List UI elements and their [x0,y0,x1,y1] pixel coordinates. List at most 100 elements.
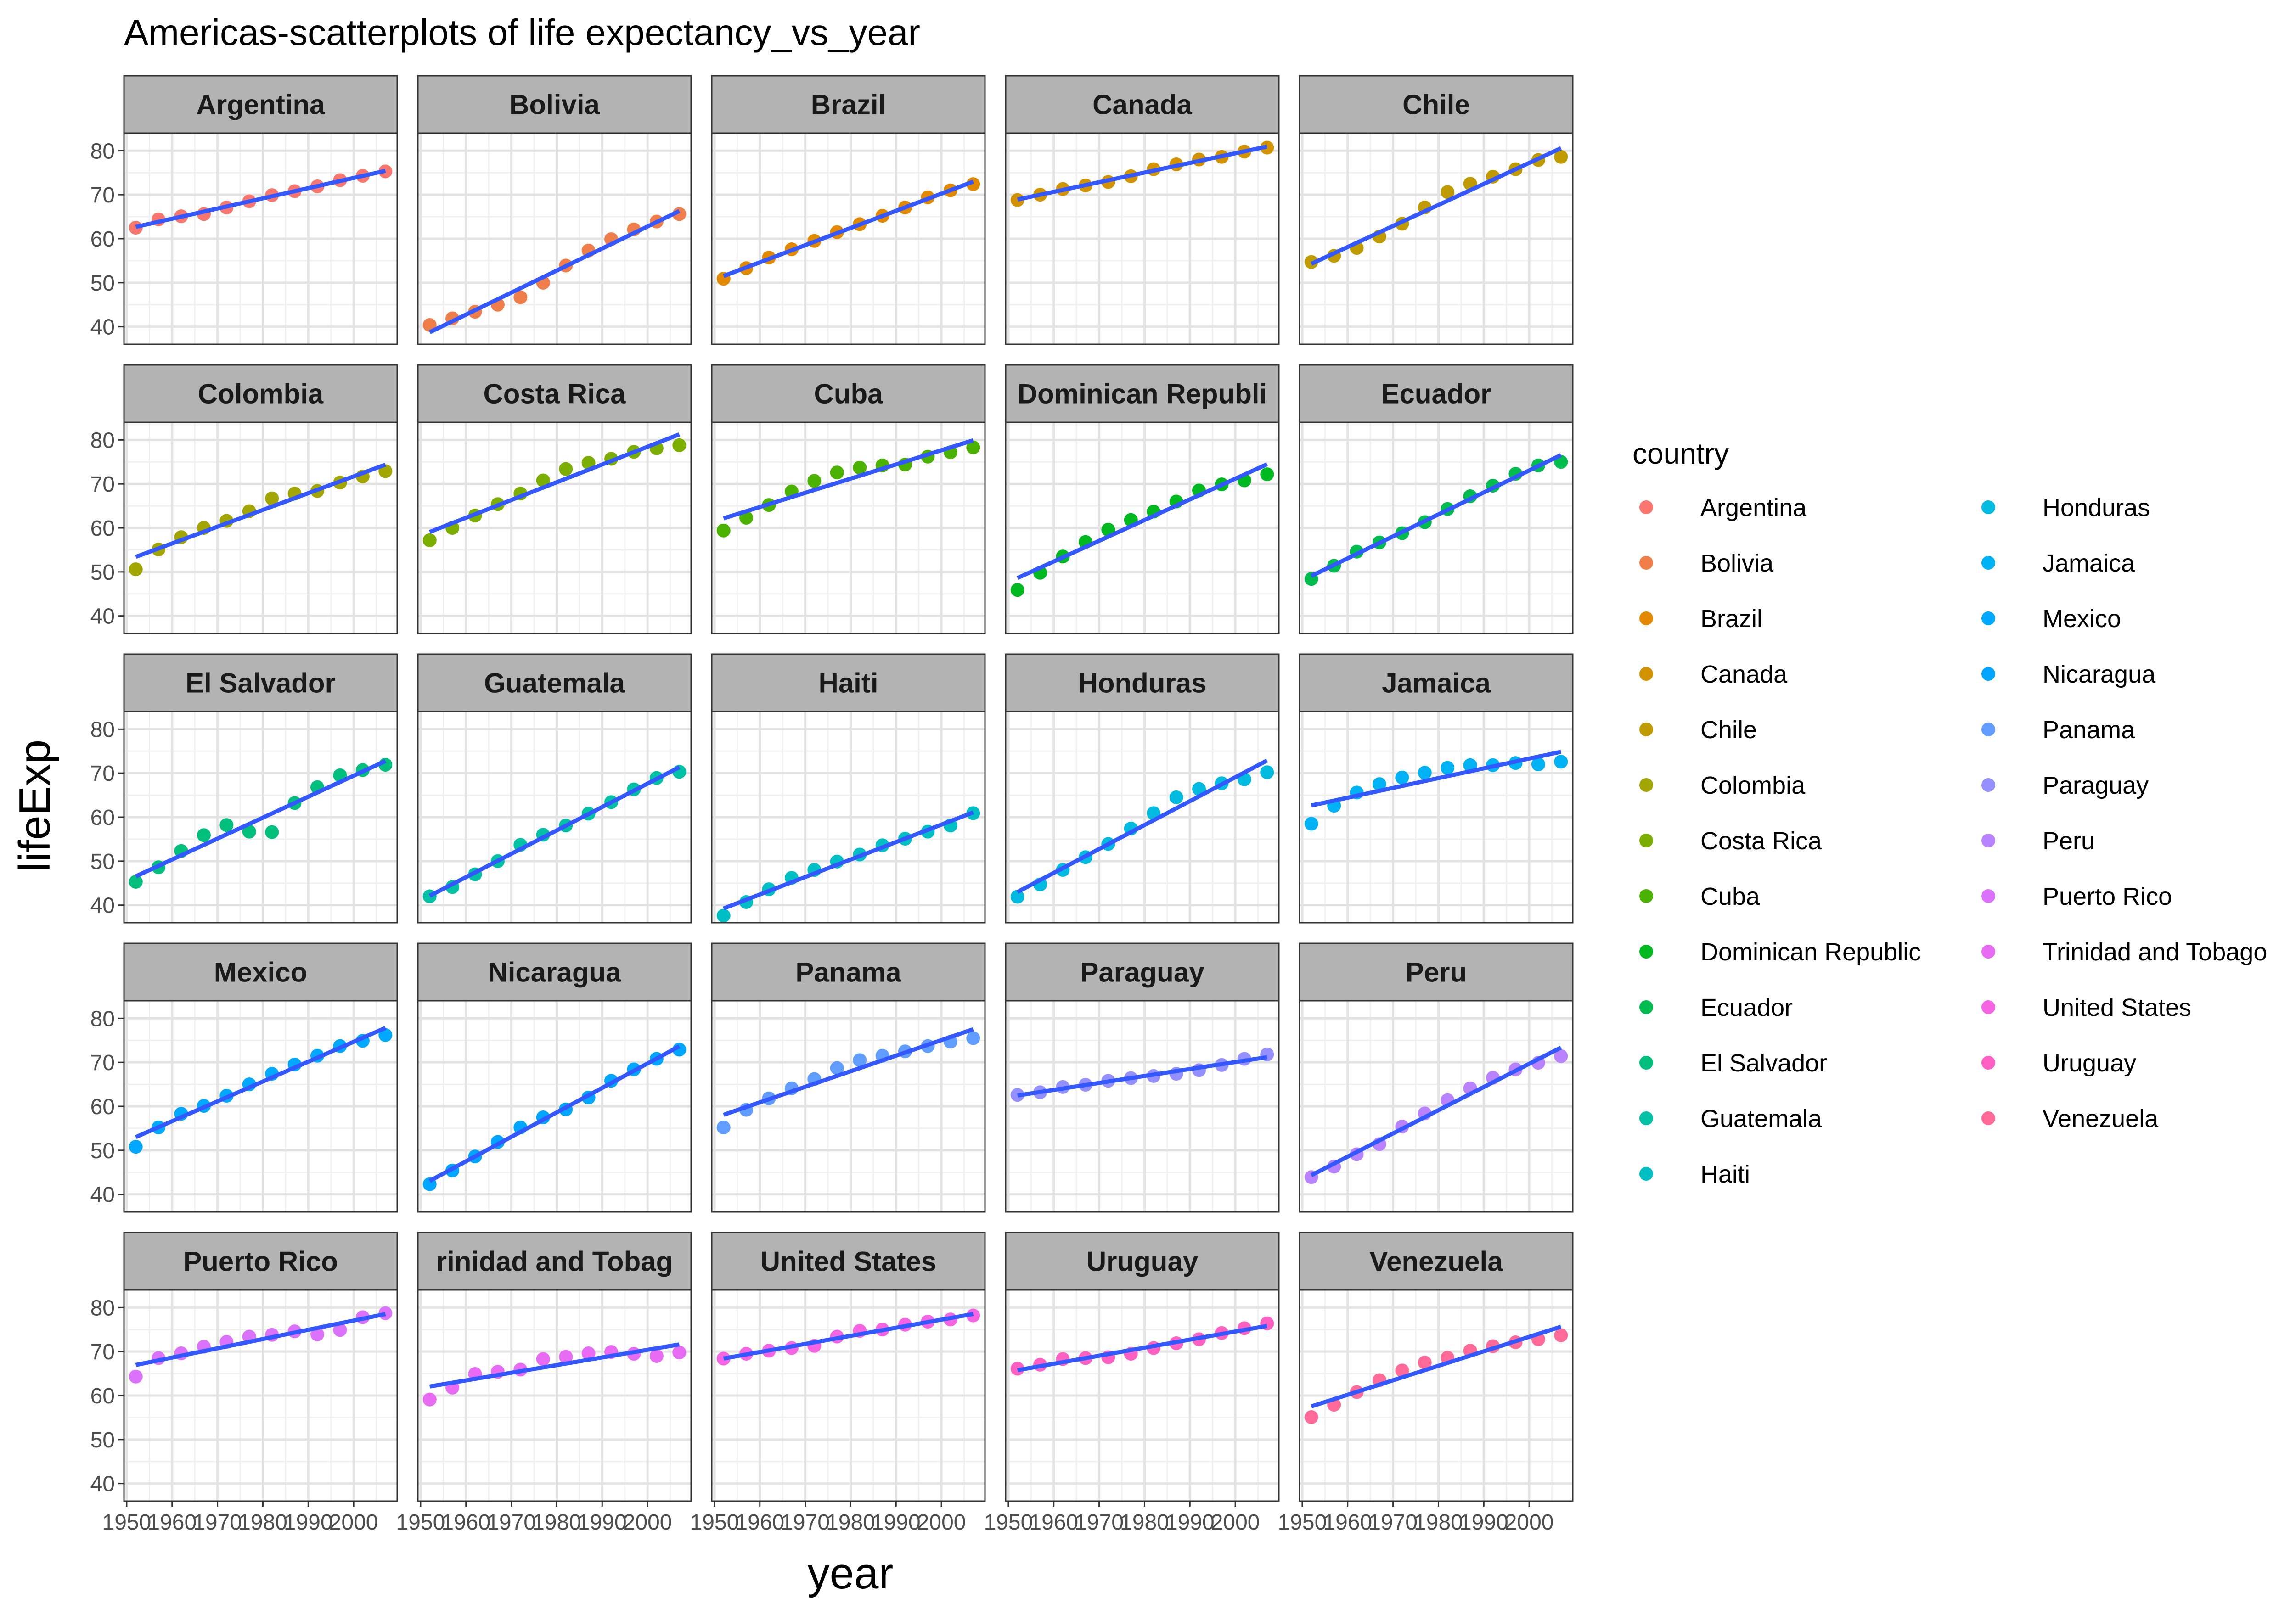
legend-item: Cuba [1639,883,1760,910]
legend-item: Paraguay [1981,772,2149,799]
facet-strip [1299,653,1574,712]
trend-line [1017,1323,1268,1373]
legend-label: Jamaica [2043,549,2135,577]
facet-strip [417,75,692,134]
legend-label: Chile [1700,716,1757,744]
legend-key [1981,1000,1995,1014]
legend-key [1981,611,1995,625]
legend-item: Jamaica [1981,549,2135,577]
trend-line [135,462,386,559]
facet-strip [417,653,692,712]
facet-panel-paraguay: Paraguay [1005,942,1280,1213]
y-tick-label: 80 [90,718,115,742]
panel-border [1005,1289,1280,1502]
data-point [1169,790,1183,804]
legend-item: Chile [1639,716,1757,744]
x-tick-label: 1980 [532,1510,581,1535]
facet-strip [417,942,692,1002]
facet-strip [417,1232,692,1291]
y-tick-label: 70 [90,183,115,207]
legend-item: Mexico [1981,605,2121,633]
data-point [807,474,822,488]
facet-strip-label: Venezuela [1369,1246,1503,1277]
panel-border [417,132,692,345]
y-tick-label: 70 [90,1340,115,1364]
legend-label: Trinidad and Tobago [2043,938,2267,966]
legend-label: Ecuador [1700,994,1793,1021]
legend-key [1981,500,1995,514]
panel-border [711,421,986,634]
legend-label: United States [2043,994,2191,1021]
legend-item: Panama [1981,716,2135,744]
legend-label: Venezuela [2043,1105,2159,1132]
data-point [966,177,980,191]
data-point [853,1053,867,1067]
legend-key [1639,611,1653,625]
legend-key [1639,1111,1653,1125]
x-tick-label: 1980 [238,1510,287,1535]
facet-strip [1299,1232,1574,1291]
data-point [830,1061,844,1075]
data-point [649,1349,664,1363]
panel-border [1005,132,1280,345]
legend-label: Argentina [1700,494,1807,521]
facet-strip [1005,942,1280,1002]
panel-border [417,421,692,634]
panel-border [1299,711,1574,924]
panel-border [417,711,692,924]
facet-panel-haiti: Haiti [711,653,986,924]
data-point [129,562,143,577]
facet-panel-mexico: Mexico 40 50 60 70 80 [90,942,398,1213]
x-tick-label: 1960 [441,1510,490,1535]
data-point [1010,890,1024,904]
facet-strip [1299,364,1574,423]
data-point [1395,1363,1409,1378]
x-tick-label: 1980 [1414,1510,1463,1535]
y-tick-label: 50 [90,850,115,874]
trend-line [135,168,386,229]
data-point [219,818,234,832]
facet-panel-nicaragua: Nicaragua [417,942,692,1213]
x-tick-label: 1980 [826,1510,875,1535]
legend-title: country [1632,437,1729,470]
x-tick-label: 1970 [1075,1510,1124,1535]
legend-label: Honduras [2043,494,2150,521]
panel-border [1005,1000,1280,1213]
legend-key [1981,1111,1995,1125]
legend-label: Panama [2043,716,2135,744]
legend: country Argentina Bolivia Brazil Canada Chil… [1632,437,2267,1188]
y-tick-label: 40 [90,894,115,918]
trend-line [135,759,387,879]
facet-strip-label: Puerto Rico [183,1246,338,1277]
trend-line [428,209,681,334]
trend-line [1310,453,1562,578]
legend-item: El Salvador [1639,1049,1827,1077]
data-point [1395,770,1409,785]
facet-panel-costa-rica: Costa Rica [417,364,692,634]
x-tick-label: 1990 [872,1510,921,1535]
facet-panel-cuba: Cuba [711,364,986,634]
legend-item: Trinidad and Tobago [1981,938,2267,966]
facet-panel-jamaica: Jamaica [1299,653,1574,924]
data-point [581,1346,596,1360]
legend-key [1639,667,1653,681]
legend-key [1639,500,1653,514]
legend-label: Canada [1700,661,1788,688]
facet-strip [123,75,398,134]
panel-border [1299,421,1574,634]
y-tick-label: 40 [90,1472,115,1497]
facet-panel-panama: Panama [711,942,986,1213]
trend-line [723,1027,974,1117]
facet-strip-label: Ecuador [1381,379,1491,409]
facet-strip [711,942,986,1002]
facet-strip-label: Chile [1402,90,1470,120]
legend-label: Peru [2043,827,2095,855]
y-tick-label: 50 [90,271,115,296]
legend-item: Costa Rica [1639,827,1822,855]
facet-panels: Argentina 40 50 60 70 80 Bolivia Brazil Canada Ch… [90,75,1574,1535]
y-tick-label: 40 [90,605,115,629]
legend-label: Cuba [1700,883,1760,910]
x-axis-title: year [808,1549,894,1598]
legend-item: Haiti [1639,1160,1750,1188]
